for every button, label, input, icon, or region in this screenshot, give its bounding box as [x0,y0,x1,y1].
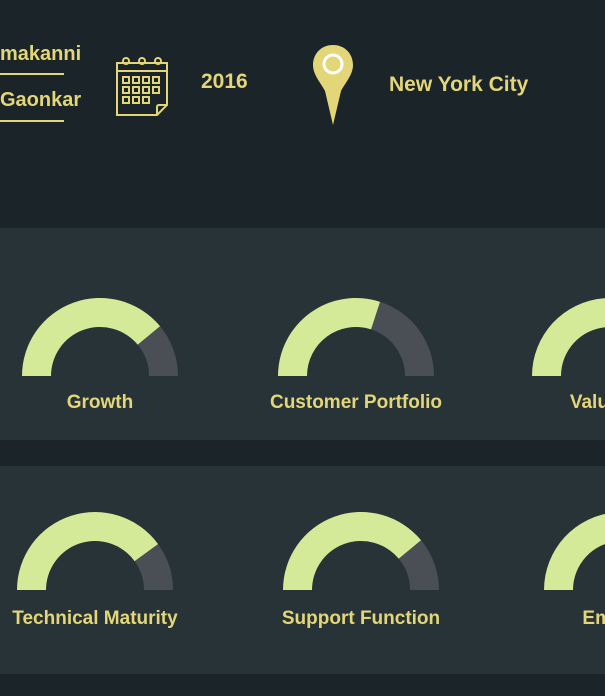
gauge-chart [278,298,434,376]
location-label: New York City [389,73,529,96]
year-label: 2016 [201,70,248,93]
name-divider [0,73,64,75]
gauge-label: Value Ge [569,392,605,413]
header-bar: makanni Gaonkar 2016 New York City [0,0,605,228]
gauge-track [371,301,434,376]
name-underline [0,120,64,122]
gauge-label: Customer Portfolio [269,392,443,413]
gauge-chart [283,512,439,590]
map-pin-icon [313,45,353,125]
gauge-chart [22,298,178,376]
gauge-label: Technical Maturity [12,608,178,629]
calendar-icon [116,57,168,116]
gauge-track [134,544,173,590]
gauge-fill [283,512,422,590]
gauge-chart [532,298,605,376]
gauge-track [137,326,178,376]
panel-divider [0,440,605,466]
gauge-label: Support Function [281,608,441,629]
gauge-label: Growth [66,392,134,413]
gauge-fill [544,513,605,590]
gauge-chart [17,512,173,590]
gauge-label: Employe [582,608,605,629]
bottom-strip [0,674,605,696]
gauge-fill [17,512,159,590]
author-first-name: makanni [0,43,82,65]
gauge-fill [22,298,161,376]
gauge-fill [532,298,605,376]
gauge-chart [544,513,605,590]
gauge-fill [278,298,381,376]
gauge-track [398,540,439,590]
author-last-name: Gaonkar [0,89,82,111]
